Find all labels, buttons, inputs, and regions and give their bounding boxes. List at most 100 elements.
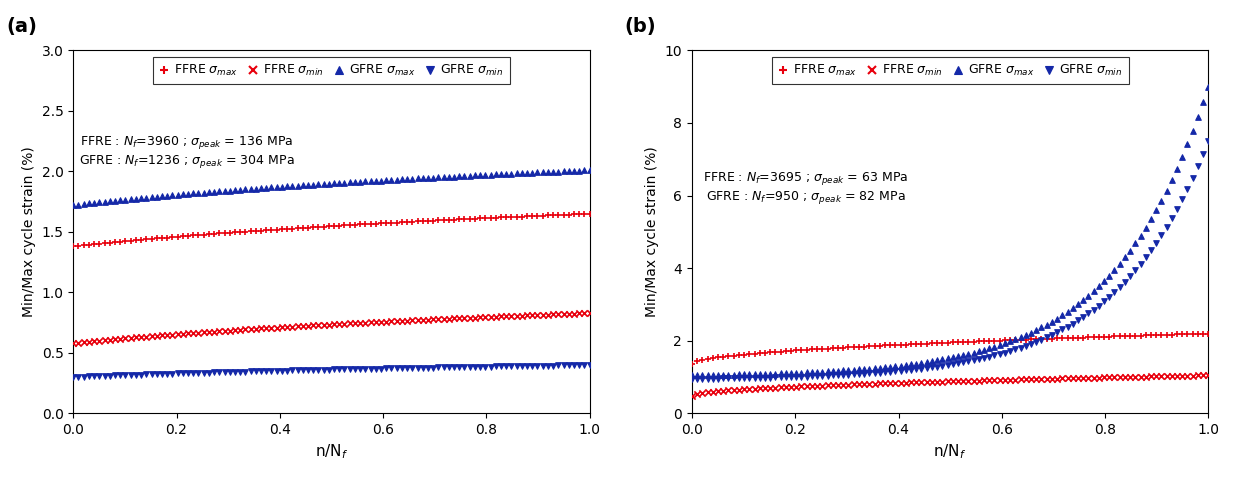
Point [1068, 334, 1088, 341]
Point [1157, 372, 1177, 380]
Point [865, 342, 885, 350]
Point [906, 360, 926, 368]
Point [687, 358, 707, 365]
Point [1016, 336, 1036, 343]
Text: FFRE : $N_f$=3960 ; $\sigma_{peak}$ = 136 MPa
GFRE : $N_f$=1236 ; $\sigma_{peak}: FFRE : $N_f$=3960 ; $\sigma_{peak}$ = 13… [79, 134, 294, 170]
Point [1073, 374, 1093, 382]
Point [724, 374, 744, 382]
Point [142, 370, 162, 378]
Point [1021, 329, 1041, 337]
Point [345, 178, 365, 186]
Point [1173, 195, 1193, 203]
Point [376, 365, 396, 372]
Point [450, 315, 470, 322]
Point [1126, 332, 1146, 339]
Point [844, 370, 864, 378]
Point [178, 190, 198, 198]
Point [1136, 373, 1156, 380]
Point [891, 341, 911, 348]
Point [1037, 335, 1057, 343]
Point [781, 373, 801, 381]
Point [797, 346, 817, 354]
Point [329, 179, 349, 187]
Point [1199, 83, 1219, 90]
Point [734, 374, 754, 382]
Point [84, 199, 104, 206]
Point [236, 326, 256, 333]
Point [859, 380, 879, 388]
Point [948, 359, 968, 367]
Point [303, 223, 323, 231]
Point [371, 365, 391, 372]
Point [397, 317, 417, 325]
Point [497, 312, 517, 320]
Point [152, 370, 172, 378]
Point [1178, 330, 1198, 338]
Point [444, 216, 464, 224]
Point [189, 329, 209, 337]
Point [1021, 375, 1041, 383]
Point [927, 357, 947, 364]
Point [1199, 330, 1219, 337]
Point [455, 314, 475, 322]
Point [225, 368, 245, 376]
Point [241, 185, 261, 193]
Point [89, 198, 109, 206]
Point [251, 325, 271, 332]
Point [168, 191, 188, 199]
Point [408, 174, 428, 182]
Point [439, 315, 459, 323]
Point [1099, 293, 1119, 301]
Point [807, 372, 827, 380]
Point [121, 237, 141, 245]
Point [1099, 333, 1119, 340]
Point [89, 372, 109, 380]
Point [497, 170, 517, 178]
Point [387, 317, 407, 325]
Point [272, 225, 292, 233]
Point [1141, 373, 1161, 380]
Point [698, 371, 718, 379]
Point [403, 175, 423, 183]
Point [554, 167, 574, 175]
Point [481, 363, 501, 370]
Point [692, 371, 712, 379]
Point [922, 358, 942, 365]
Point [1126, 373, 1146, 380]
Point [434, 173, 454, 181]
Point [1000, 376, 1020, 383]
Point [932, 362, 952, 369]
Point [115, 196, 135, 204]
Point [1136, 224, 1156, 231]
Point [350, 221, 370, 228]
Point [486, 214, 506, 221]
Point [376, 176, 396, 184]
Point [366, 220, 386, 228]
Point [1131, 232, 1151, 239]
Point [1021, 336, 1041, 343]
Point [303, 181, 323, 188]
Point [807, 345, 827, 353]
Point [350, 365, 370, 373]
Point [1047, 335, 1067, 342]
Point [533, 212, 552, 219]
Point [564, 210, 583, 218]
Point [204, 230, 224, 238]
Point [387, 364, 407, 372]
Point [309, 223, 329, 231]
Point [1146, 206, 1166, 214]
Point [429, 315, 449, 323]
Point [938, 355, 958, 362]
Point [865, 364, 885, 372]
Point [361, 220, 381, 228]
Point [68, 373, 88, 380]
Point [528, 311, 548, 319]
Point [580, 166, 599, 174]
Point [382, 365, 402, 372]
Point [912, 340, 932, 348]
Point [131, 194, 151, 202]
Point [1089, 374, 1109, 381]
Point [1178, 185, 1198, 193]
Point [734, 351, 754, 358]
Point [1162, 372, 1182, 380]
